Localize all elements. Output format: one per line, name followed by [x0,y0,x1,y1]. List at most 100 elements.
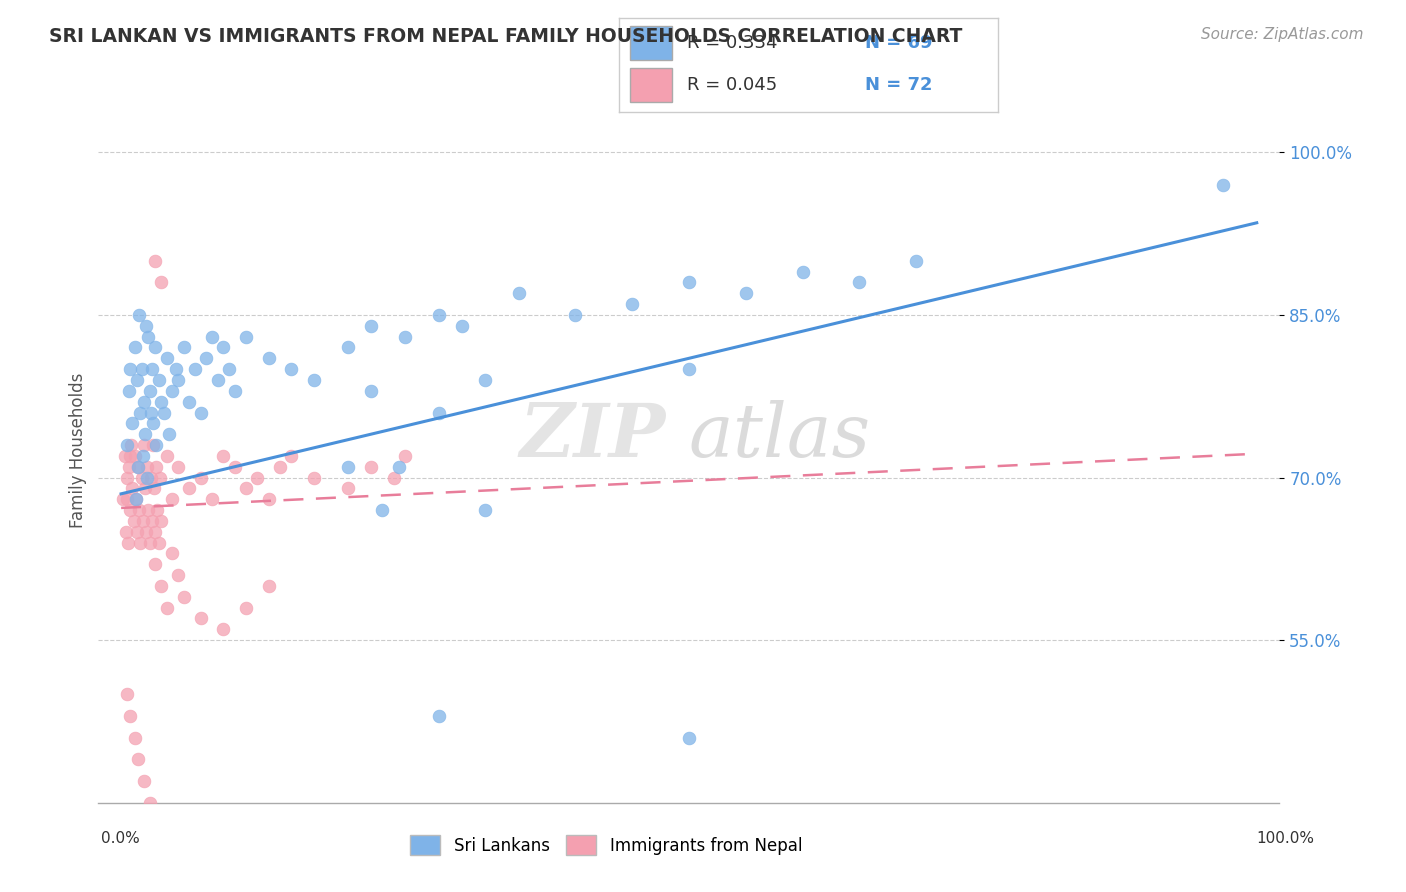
Point [450,318,472,333]
Point [115,438,138,452]
Point [120,503,142,517]
Point [149,394,172,409]
Point [135,318,157,333]
Point [139,470,162,484]
Point [138,535,160,549]
Text: N = 69: N = 69 [866,34,934,52]
Point [257,579,280,593]
Point [142,417,165,431]
Y-axis label: Family Households: Family Households [69,373,87,528]
Point [162,384,183,398]
Point [114,449,136,463]
Point [141,362,163,376]
Point [212,341,235,355]
Text: R = 0.045: R = 0.045 [688,77,778,95]
Point [124,449,146,463]
Point [124,341,146,355]
Point [115,687,138,701]
Point [145,459,167,474]
Point [792,264,814,278]
Point [184,362,207,376]
Point [167,568,190,582]
Point [257,351,280,366]
Point [122,514,145,528]
Point [132,394,155,409]
Point [280,449,302,463]
Point [149,514,172,528]
Point [120,438,142,452]
Point [143,482,166,496]
Point [235,482,257,496]
Point [115,470,138,484]
Point [179,394,201,409]
Point [125,492,148,507]
Point [337,482,360,496]
Text: 100.0%: 100.0% [1257,831,1315,846]
Point [474,503,496,517]
Point [125,373,148,387]
Point [257,492,280,507]
Point [136,459,159,474]
Text: atlas: atlas [689,401,872,473]
Point [149,579,172,593]
Point [134,427,156,442]
Point [1212,178,1234,192]
Point [302,373,325,387]
Point [905,253,928,268]
Point [360,318,382,333]
Point [118,384,141,398]
Point [131,362,153,376]
Point [201,329,224,343]
Point [165,362,187,376]
Point [153,405,176,419]
Point [127,459,149,474]
Point [132,449,155,463]
Point [190,405,212,419]
Point [120,362,142,376]
Legend: Sri Lankans, Immigrants from Nepal: Sri Lankans, Immigrants from Nepal [404,829,808,862]
Point [201,492,224,507]
Point [114,524,136,539]
Point [195,351,218,366]
Point [167,373,190,387]
Point [388,459,411,474]
Point [124,731,146,745]
Point [427,405,450,419]
Point [149,470,172,484]
Point [120,709,142,723]
Point [138,503,160,517]
Point [129,535,152,549]
Point [427,308,450,322]
Point [143,524,166,539]
Point [132,438,155,452]
FancyBboxPatch shape [630,69,672,103]
Point [146,503,169,517]
Point [224,459,246,474]
Point [125,524,148,539]
Point [143,558,166,572]
Point [131,470,153,484]
Point [224,384,246,398]
Point [162,546,183,560]
Text: 0.0%: 0.0% [101,831,141,846]
Point [155,449,177,463]
Point [138,384,160,398]
Point [127,459,149,474]
Point [143,253,166,268]
Point [134,482,156,496]
Text: N = 72: N = 72 [866,77,934,95]
Point [141,514,163,528]
Point [734,286,756,301]
Point [118,459,141,474]
Point [112,492,135,507]
Point [190,611,212,625]
Point [337,341,360,355]
Point [142,438,165,452]
Point [173,341,195,355]
Point [162,492,183,507]
Point [212,623,235,637]
Point [212,449,235,463]
Point [179,482,201,496]
Point [136,470,159,484]
Point [621,297,644,311]
